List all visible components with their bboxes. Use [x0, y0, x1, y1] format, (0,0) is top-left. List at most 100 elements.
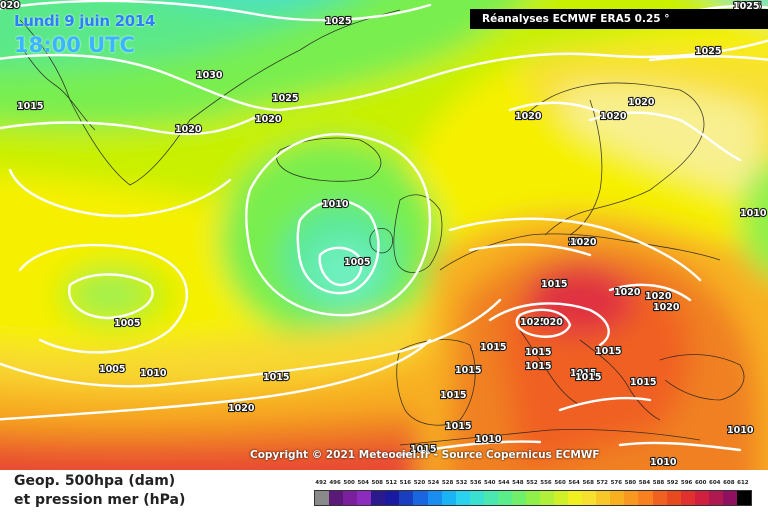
isobar-label: 1015: [455, 365, 481, 376]
weather-map: 1025 1025 1025 1030 1025 1020 1020 1020 …: [0, 0, 768, 470]
isobar-label: 1010: [740, 208, 767, 219]
isobar-label: 1020: [645, 291, 672, 302]
scale-swatch: [624, 491, 639, 505]
isobar-label: 1020: [614, 287, 641, 298]
isobar-label: 1015: [263, 372, 289, 383]
isobar-label: 1015: [570, 368, 596, 379]
scale-value-label: 600: [694, 480, 707, 486]
scale-swatch: [722, 491, 737, 505]
isobar-label: 1010: [727, 425, 754, 436]
isobar-label: 1010: [322, 199, 349, 210]
scale-value-label: 516: [399, 480, 412, 486]
isobar-label: 1015: [17, 101, 43, 112]
geopotential-map-svg: 1025 1025 1025 1030 1025 1020 1020 1020 …: [0, 0, 768, 470]
scale-value-label: 612: [737, 480, 749, 486]
isobar-label: 1015: [410, 444, 436, 455]
scale-value-label: 524: [427, 480, 440, 486]
isobar-label: 1020: [515, 111, 542, 122]
scale-value-label: 572: [596, 480, 609, 486]
scale-swatch: [315, 491, 330, 505]
isobar-label: 1005: [99, 364, 125, 375]
scale-swatch: [652, 491, 667, 505]
color-scale-bar: [314, 490, 752, 506]
isobar-label: 1005: [344, 257, 370, 268]
scale-swatch: [568, 491, 583, 505]
scale-swatch: [540, 491, 555, 505]
isobar-label: 1020: [228, 403, 255, 414]
map-time-title: 18:00 UTC: [14, 33, 135, 57]
scale-value-label: 500: [343, 480, 355, 486]
scale-swatch: [455, 491, 470, 505]
scale-swatch: [343, 491, 358, 505]
scale-swatch: [469, 491, 484, 505]
isobar-label: 1030: [196, 70, 223, 81]
scale-value-label: 568: [582, 480, 594, 486]
scale-value-label: 508: [371, 480, 384, 486]
scale-value-label: 580: [624, 480, 637, 486]
scale-swatch: [511, 491, 526, 505]
scale-swatch: [638, 491, 653, 505]
isobar-label: 1020: [255, 114, 282, 125]
isobar-label: 1015: [480, 342, 506, 353]
scale-swatch: [413, 491, 428, 505]
isobar-label: 1015: [445, 421, 471, 432]
scale-value-label: 492: [315, 480, 327, 486]
scale-value-label: 496: [329, 480, 341, 486]
scale-value-label: 540: [484, 480, 496, 486]
scale-swatch: [694, 491, 709, 505]
scale-value-label: 584: [638, 480, 651, 486]
scale-value-label: 564: [568, 480, 580, 486]
isobar-label: 1010: [140, 368, 167, 379]
isobar-labels: 1025 1025 1025 1030 1025 1020 1020 1020 …: [0, 0, 768, 469]
scale-swatch: [441, 491, 456, 505]
isobar-label: 1015: [630, 377, 656, 388]
scale-value-label: 588: [652, 480, 665, 486]
isobar-label: 1015: [440, 390, 466, 401]
scale-swatch: [385, 491, 400, 505]
isobar-label: 1010: [650, 457, 677, 468]
scale-swatch: [610, 491, 625, 505]
scale-value-label: 556: [540, 480, 552, 486]
scale-value-label: 532: [455, 480, 468, 486]
isobar-label: 1015: [525, 347, 551, 358]
scale-swatch: [666, 491, 681, 505]
isobar-label: 1005: [114, 318, 140, 329]
scale-swatch: [736, 491, 751, 505]
isobar-label: 1025: [520, 317, 546, 328]
scale-swatch: [708, 491, 723, 505]
isobar-label: 1015: [541, 279, 567, 290]
scale-swatch: [371, 491, 386, 505]
scale-value-label: 536: [469, 480, 482, 486]
isobar-label: 1020: [175, 124, 202, 135]
isobar-label: 1025: [695, 46, 721, 57]
source-label: Réanalyses ECMWF ERA5 0.25 °: [470, 9, 768, 29]
isobar-label: 1020: [570, 237, 597, 248]
legend-title-geopotential: Geop. 500hpa (dam): [14, 473, 176, 489]
map-date-title: Lundi 9 juin 2014: [14, 12, 156, 30]
scale-swatch: [329, 491, 344, 505]
scale-value-label: 512: [385, 480, 398, 486]
isobar-label: 1015: [595, 346, 621, 357]
scale-value-label: 560: [554, 480, 566, 486]
scale-swatch: [680, 491, 695, 505]
geopotential-field: [0, 0, 768, 470]
scale-swatch: [497, 491, 512, 505]
scale-value-label: 520: [413, 480, 426, 486]
scale-value-label: 548: [512, 480, 524, 486]
isobar-label: 1020: [653, 302, 680, 313]
isobar-label: 1025: [272, 93, 298, 104]
scale-swatch: [525, 491, 540, 505]
scale-swatch: [357, 491, 372, 505]
isobar-label: 1015: [525, 361, 551, 372]
scale-value-label: 604: [709, 480, 721, 486]
scale-swatch: [582, 491, 597, 505]
scale-value-label: 552: [526, 480, 538, 486]
isobar-label: 020: [543, 317, 563, 328]
isobars: [0, 0, 768, 457]
scale-value-label: 608: [723, 480, 735, 486]
scale-swatch: [427, 491, 442, 505]
isobar-label: 1010: [475, 434, 502, 445]
isobar-label: 020: [0, 0, 20, 11]
scale-value-label: 576: [610, 480, 623, 486]
isobar-label: 1015: [575, 372, 601, 383]
